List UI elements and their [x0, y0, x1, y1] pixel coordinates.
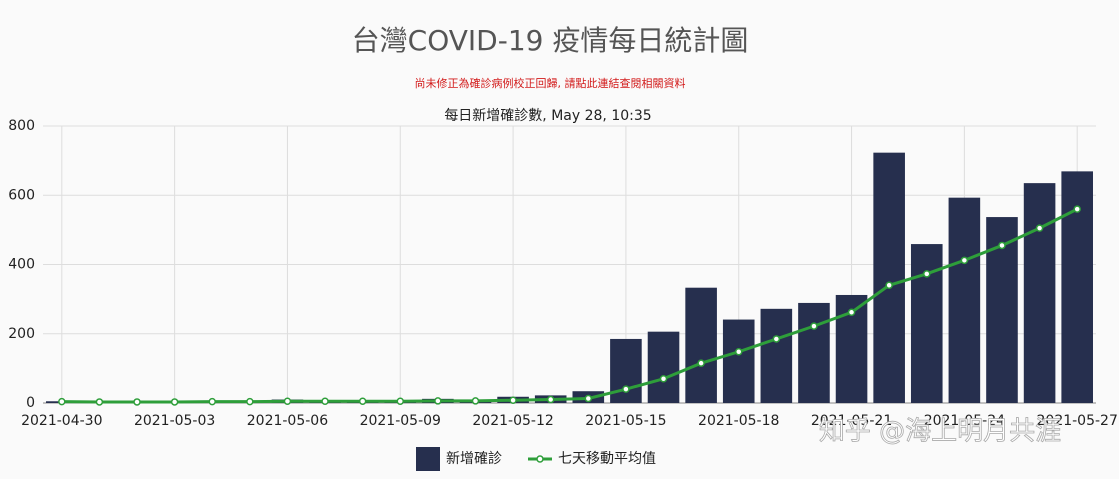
- bar: [910, 244, 943, 403]
- line-point: [358, 397, 367, 406]
- line-point: [434, 397, 442, 405]
- line-point: [1035, 224, 1044, 232]
- y-tick-label: 400: [8, 257, 35, 273]
- line-point: [584, 394, 593, 403]
- line-point: [923, 270, 931, 278]
- notice-link[interactable]: 尚未修正為確診病例校正回歸, 請點此連結查閱相關資料: [415, 76, 686, 90]
- bar: [798, 302, 830, 403]
- bar: [873, 152, 905, 403]
- line-point: [622, 385, 630, 393]
- x-tick-label: 2021-05-24: [924, 413, 1005, 429]
- line-point: [509, 396, 517, 404]
- legend-label: 新增確診: [446, 451, 502, 467]
- line-point: [471, 397, 480, 405]
- x-tick-label: 2021-05-06: [247, 413, 328, 429]
- line-point: [133, 398, 141, 406]
- bar: [722, 319, 755, 403]
- legend-swatch: [416, 447, 440, 471]
- legend-swatch: [536, 455, 544, 463]
- line-point: [885, 281, 893, 290]
- x-tick-label: 2021-05-03: [134, 413, 215, 429]
- line-point: [1073, 205, 1081, 213]
- x-tick-label: 2021-05-09: [360, 413, 441, 429]
- x-tick-label: 2021-05-18: [698, 413, 779, 429]
- bar: [948, 197, 981, 403]
- x-tick-label: 2021-05-27: [1037, 413, 1118, 429]
- line-point: [283, 397, 292, 406]
- line: [61, 207, 1078, 404]
- line-point: [58, 397, 66, 406]
- line-point: [998, 241, 1006, 250]
- line-point: [960, 256, 969, 265]
- page-title: 台灣COVID-19 疫情每日統計圖: [352, 24, 749, 57]
- line-point: [246, 397, 254, 406]
- x-tick-label: 2021-05-12: [472, 413, 553, 429]
- y-tick-label: 600: [8, 187, 35, 203]
- line-point: [396, 397, 405, 406]
- legend: 新增確診 七天移動平均值: [416, 447, 656, 471]
- y-tick-label: 0: [26, 395, 35, 411]
- line-point: [772, 335, 781, 343]
- x-tick-label: 2021-05-15: [585, 413, 666, 429]
- line-point: [847, 308, 856, 317]
- line-point: [734, 348, 743, 356]
- legend-label: 七天移動平均值: [558, 451, 656, 467]
- line-point: [170, 398, 179, 406]
- x-tick-label: 2021-04-30: [21, 413, 102, 429]
- bar: [760, 308, 793, 403]
- line-point: [810, 322, 818, 330]
- x-tick-label: 2021-05-21: [811, 413, 892, 429]
- watermark: 知乎 @海上明月共涯: [819, 417, 1061, 447]
- chart-title: 每日新增確診數, May 28, 10:35: [444, 108, 651, 124]
- bar: [685, 287, 717, 403]
- bar: [647, 331, 680, 403]
- line-point: [321, 397, 329, 406]
- y-tick-label: 800: [8, 118, 35, 134]
- line-point: [697, 359, 705, 367]
- line-point: [546, 395, 555, 404]
- y-tick-label: 200: [8, 326, 35, 342]
- line-point: [95, 398, 104, 406]
- line-point: [659, 375, 668, 383]
- bar: [1023, 183, 1056, 403]
- line-point: [208, 397, 216, 406]
